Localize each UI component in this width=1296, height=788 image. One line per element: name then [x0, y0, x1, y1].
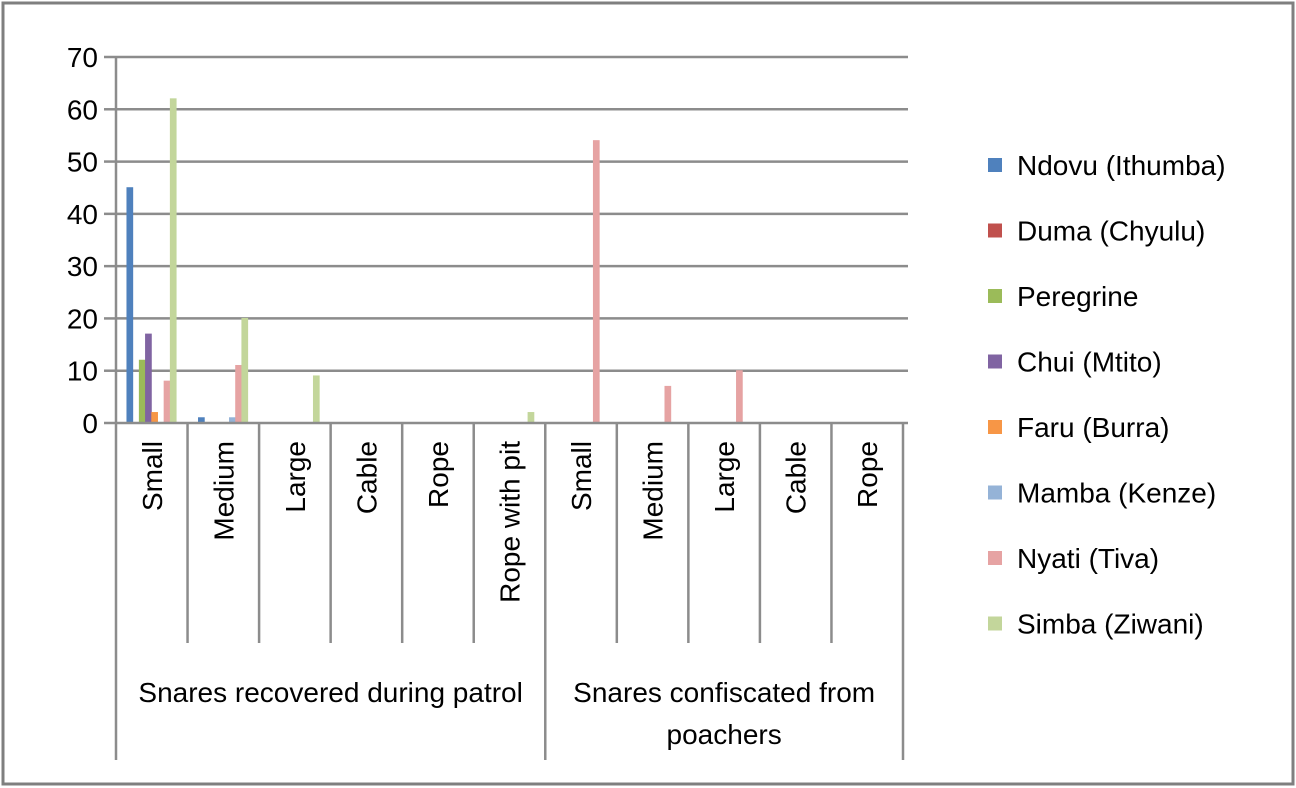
- y-tick-label-70: 70: [67, 42, 98, 73]
- y-tick-label-20: 20: [67, 303, 98, 334]
- legend: Ndovu (Ithumba) Duma (Chyulu) Peregrine Chu…: [988, 150, 1226, 640]
- legend-swatch-simba-ziwani: [988, 616, 1002, 631]
- bar-nyati-tiva-8: [736, 370, 743, 424]
- bars: [126, 98, 743, 424]
- x-tick-label-6: Small: [566, 441, 597, 511]
- bar-ndovu-ithumba-0: [126, 187, 134, 424]
- x-tick-label-2: Large: [280, 441, 311, 513]
- bar-faru-burra-0: [151, 412, 158, 424]
- group-label-1-line-1: Snares confiscated from: [573, 677, 875, 708]
- bar-nyati-tiva-6: [592, 140, 600, 424]
- group-label-0: Snares recovered during patrol: [138, 677, 522, 708]
- bar-simba-ziwani-5: [527, 412, 535, 424]
- bar-simba-ziwani-2: [312, 375, 320, 424]
- x-tick-label-5: Rope with pit: [495, 441, 526, 603]
- legend-label-peregrine: Peregrine: [1017, 281, 1138, 312]
- group-label-1-line-2: poachers: [667, 719, 782, 750]
- legend-swatch-chui-mtito: [988, 354, 1002, 369]
- legend-label-faru-burra: Faru (Burra): [1017, 412, 1169, 443]
- group-label-1: Snares confiscated from poachers: [573, 677, 875, 750]
- legend-label-duma-chyulu: Duma (Chyulu): [1017, 216, 1205, 247]
- y-tick-label-0: 0: [82, 408, 98, 439]
- legend-swatch-duma-chyulu: [988, 223, 1002, 238]
- x-tick-label-1: Medium: [208, 441, 239, 541]
- y-tick-label-50: 50: [67, 147, 98, 178]
- x-tick-label-0: Small: [137, 441, 168, 511]
- legend-label-nyati-tiva: Nyati (Tiva): [1017, 543, 1159, 574]
- bar-nyati-tiva-1: [235, 364, 242, 424]
- group-label-0-line-1: Snares recovered during patrol: [138, 677, 522, 708]
- y-axis-tick-labels: 0 10 20 30 40 50 60 70: [67, 42, 98, 439]
- legend-label-ndovu-ithumba: Ndovu (Ithumba): [1017, 150, 1226, 181]
- category-group-labels: Snares recovered during patrol Snares con…: [138, 677, 875, 750]
- x-tick-label-3: Cable: [351, 441, 382, 514]
- y-tick-label-10: 10: [67, 356, 98, 387]
- bar-nyati-tiva-7: [664, 385, 672, 424]
- legend-label-chui-mtito: Chui (Mtito): [1017, 347, 1162, 378]
- legend-swatch-faru-burra: [988, 420, 1002, 434]
- x-tick-label-4: Rope: [423, 441, 454, 508]
- legend-swatch-peregrine: [988, 289, 1002, 303]
- legend-label-mamba-kenze: Mamba (Kenze): [1017, 478, 1216, 509]
- bar-chui-mtito-0: [145, 333, 152, 424]
- legend-swatch-mamba-kenze: [988, 485, 1002, 500]
- x-tick-label-7: Medium: [638, 441, 669, 541]
- axes: [114, 57, 908, 760]
- legend-swatch-ndovu-ithumba: [988, 158, 1002, 172]
- bar-simba-ziwani-1: [241, 317, 249, 424]
- y-tick-label-40: 40: [67, 199, 98, 230]
- legend-label-simba-ziwani: Simba (Ziwani): [1017, 609, 1204, 640]
- x-tick-label-9: Cable: [781, 441, 812, 514]
- bar-nyati-tiva-0: [163, 380, 171, 424]
- bar-simba-ziwani-0: [169, 98, 177, 424]
- x-axis-tick-labels: Small Medium Large Cable Rope Rope with pit Sm…: [137, 441, 883, 603]
- x-tick-label-8: Large: [709, 441, 740, 513]
- legend-swatch-nyati-tiva: [988, 551, 1002, 565]
- y-tick-label-60: 60: [67, 94, 98, 125]
- y-tick-label-30: 30: [67, 251, 98, 282]
- bar-peregrine-0: [138, 359, 146, 424]
- x-tick-label-10: Rope: [852, 441, 883, 508]
